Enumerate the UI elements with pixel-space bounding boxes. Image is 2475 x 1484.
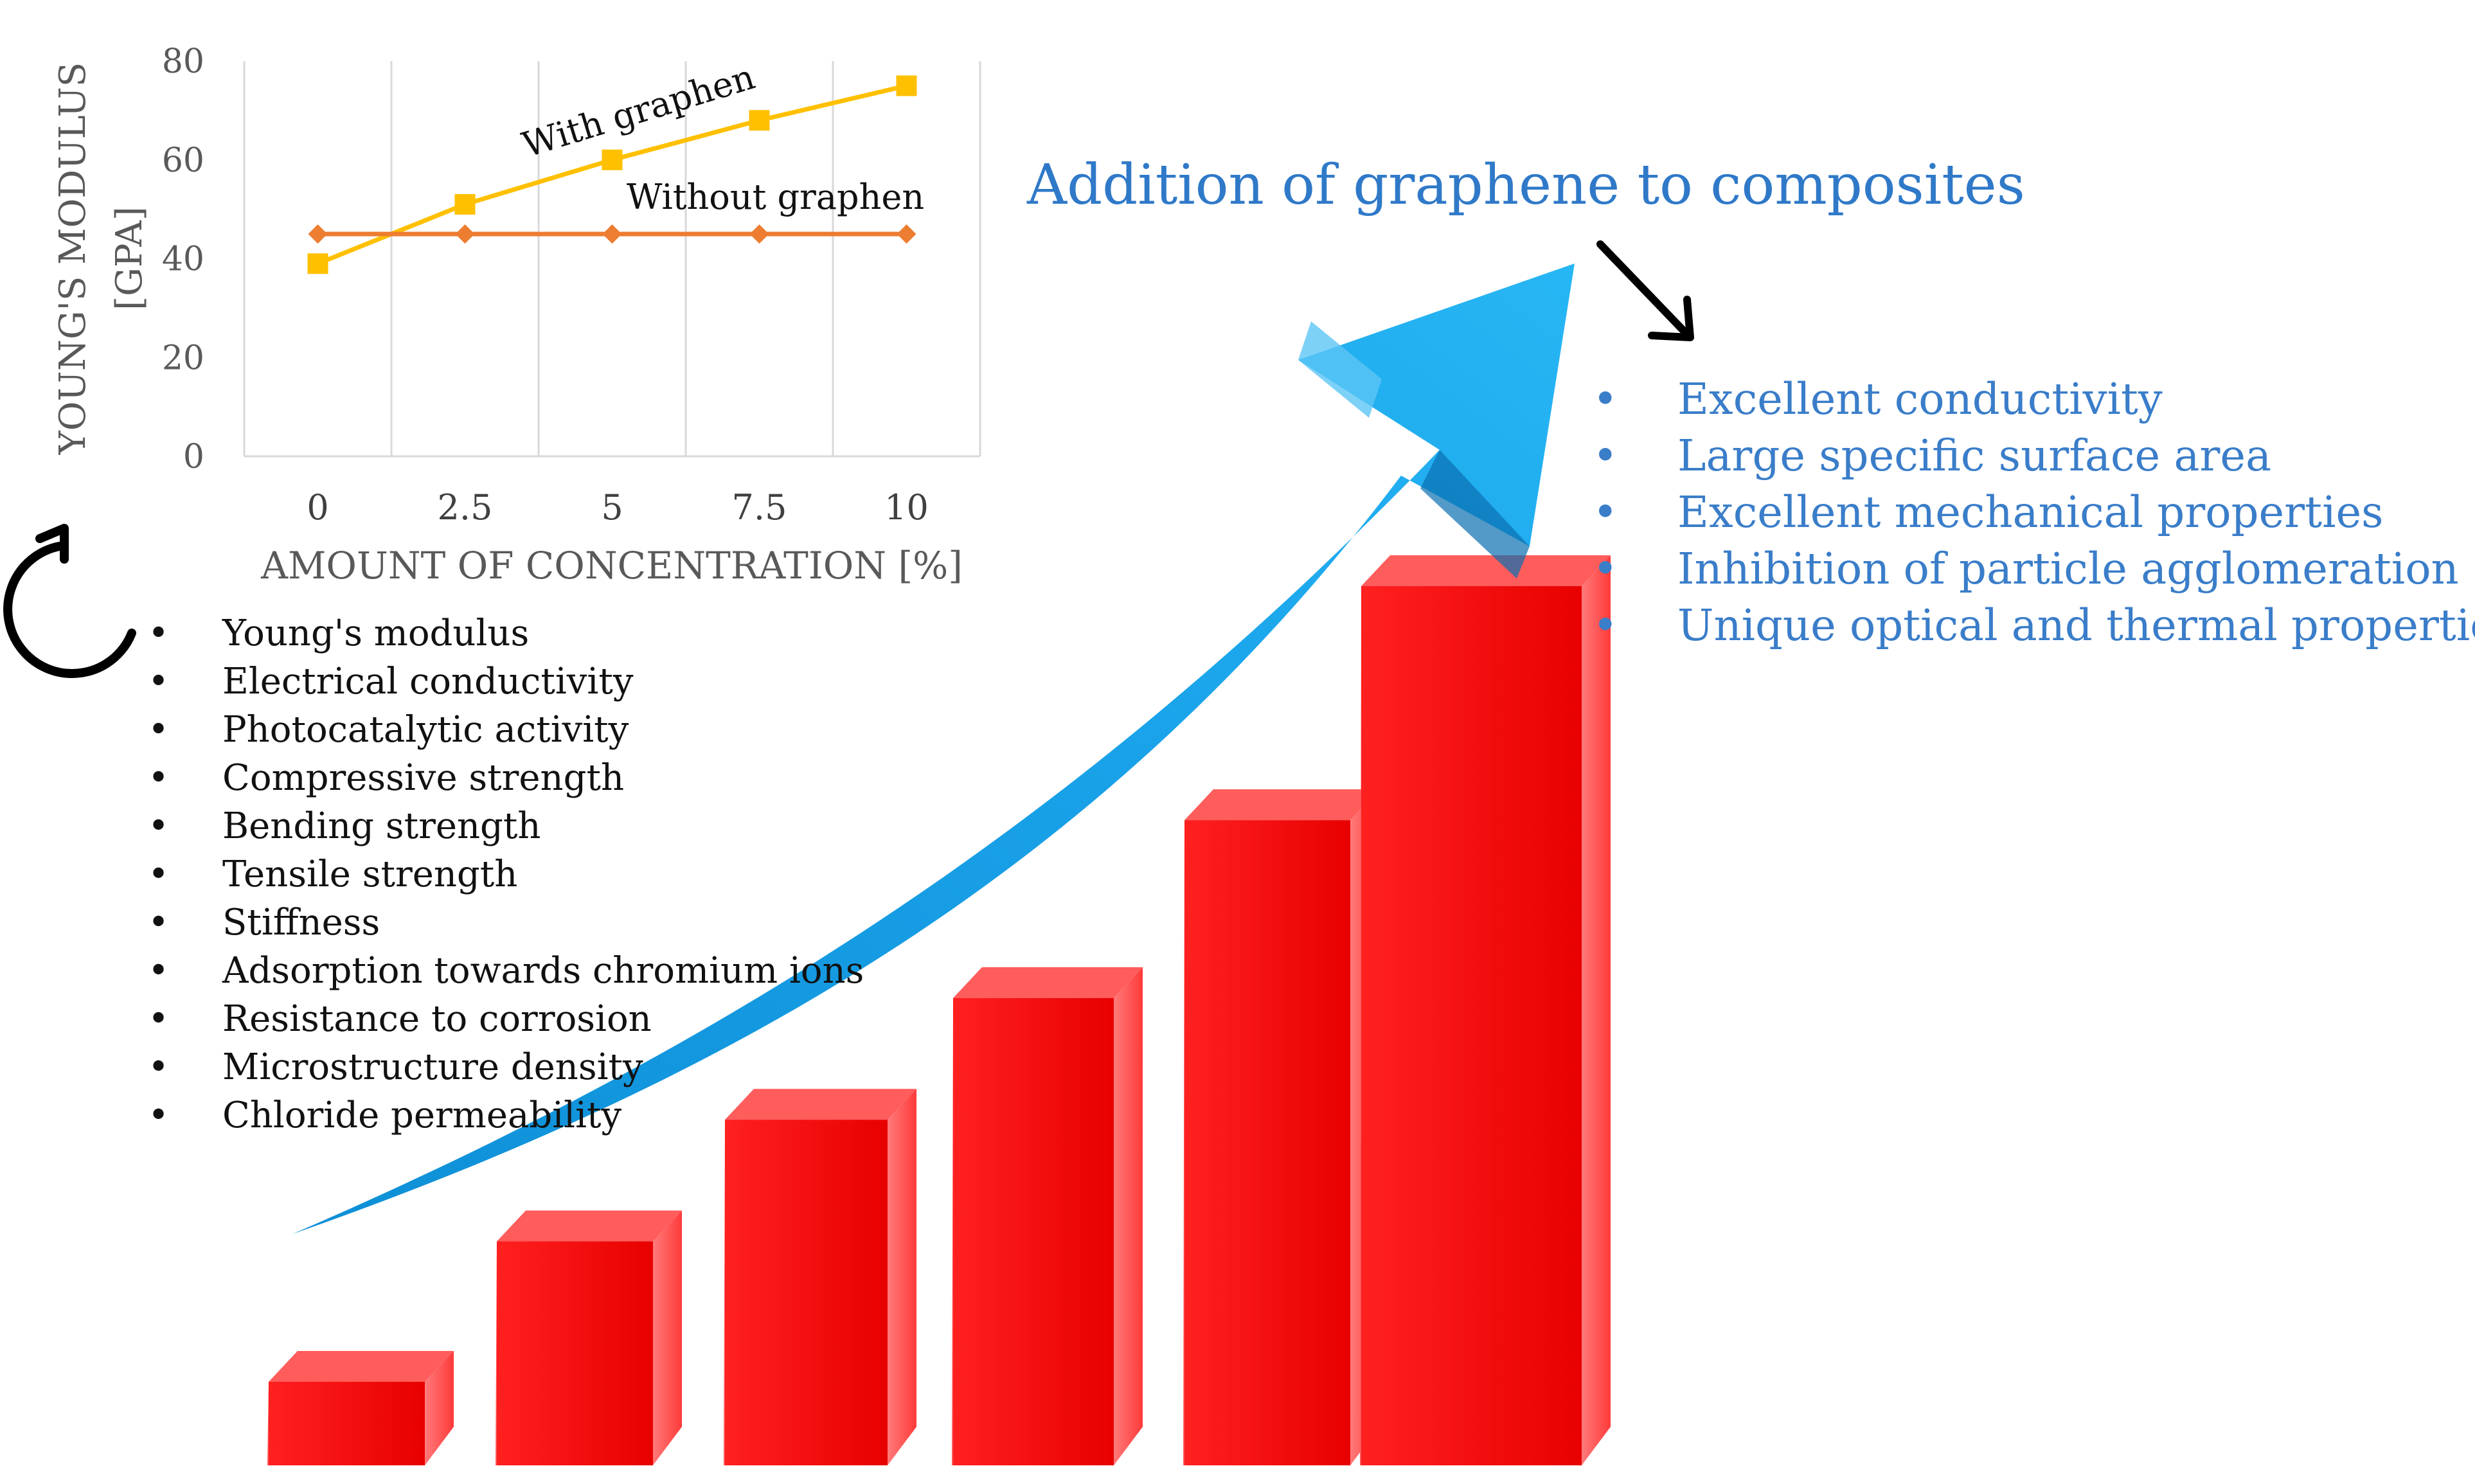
data-point	[602, 224, 622, 244]
bullet-icon: •	[148, 854, 170, 895]
bullet-icon: •	[148, 757, 170, 799]
effect-item: • Bending strength	[148, 802, 864, 850]
y-tick-label: 60	[162, 141, 204, 180]
bullet-icon: •	[148, 805, 170, 847]
bar	[267, 1351, 454, 1465]
effect-item-label: Microstructure density	[222, 1046, 643, 1088]
cycle-arrow-icon	[3, 524, 136, 678]
bullet-icon: •	[148, 612, 170, 654]
effects-list: • Young's modulus • Electrical conductivity…	[148, 609, 864, 1140]
feature-item: • Excellent mechanical properties	[1593, 484, 2475, 541]
bullet-icon: •	[148, 661, 170, 702]
bar	[1360, 555, 1611, 1465]
feature-item: • Large specific surface area	[1593, 427, 2475, 484]
effect-item: • Tensile strength	[148, 850, 864, 898]
x-tick-label: 10	[884, 487, 929, 528]
y-axis-label: YOUNG'S MODULUS	[52, 62, 94, 455]
data-point	[749, 110, 770, 131]
data-point	[897, 224, 916, 244]
effect-item: • Resistance to corrosion	[148, 995, 864, 1043]
x-axis-label: AMOUNT OF CONCENTRATION [%]	[260, 544, 963, 587]
bar	[496, 1210, 682, 1465]
data-point	[307, 253, 328, 274]
bullet-icon: •	[1593, 600, 1618, 650]
feature-item: • Unique optical and thermal properties	[1593, 597, 2475, 654]
effect-item-label: Stiffness	[222, 902, 380, 943]
series-label: Without graphen	[627, 177, 924, 217]
feature-item-label: Excellent mechanical properties	[1677, 487, 2384, 537]
chart-series	[307, 75, 917, 274]
data-point	[454, 193, 476, 215]
effect-item-label: Resistance to corrosion	[222, 998, 652, 1040]
bullet-icon: •	[148, 998, 170, 1040]
effect-item-label: Compressive strength	[222, 757, 625, 799]
data-point	[308, 224, 328, 244]
data-point	[749, 224, 769, 244]
bullet-icon: •	[1593, 487, 1618, 537]
growth-arrow-icon	[292, 264, 1575, 1234]
x-tick-label: 5	[601, 487, 623, 528]
effect-item-label: Bending strength	[222, 805, 541, 847]
feature-item-label: Excellent conductivity	[1677, 374, 2163, 424]
x-tick-label: 7.5	[732, 487, 787, 528]
effect-item-label: Chloride permeability	[222, 1095, 622, 1136]
effect-item-label: Tensile strength	[222, 854, 518, 895]
x-tick-label: 0	[307, 487, 328, 528]
effect-item: • Compressive strength	[148, 754, 864, 802]
effect-item: • Photocatalytic activity	[148, 706, 864, 754]
effect-item: • Young's modulus	[148, 609, 864, 657]
bullet-icon: •	[148, 950, 170, 992]
features-list: • Excellent conductivity • Large specific s…	[1593, 371, 2475, 654]
bar-graphic	[267, 555, 1611, 1465]
bullet-icon: •	[148, 709, 170, 751]
bar	[952, 967, 1143, 1465]
effect-item: • Adsorption towards chromium ions	[148, 947, 864, 995]
feature-item: • Inhibition of particle agglomeration	[1593, 541, 2475, 597]
bullet-icon: •	[148, 902, 170, 943]
data-point	[455, 224, 475, 244]
y-tick-label: 20	[162, 339, 204, 377]
feature-item: • Excellent conductivity	[1593, 371, 2475, 427]
effect-item-label: Adsorption towards chromium ions	[222, 950, 864, 992]
feature-item-label: Unique optical and thermal properties	[1677, 600, 2475, 650]
main-title: Addition of graphene to composites	[1027, 153, 2025, 217]
effect-item: • Microstructure density	[148, 1043, 864, 1091]
effect-item-label: Electrical conductivity	[222, 661, 634, 702]
y-tick-label: 80	[162, 42, 204, 81]
bar	[724, 1089, 916, 1465]
chart-grid	[243, 61, 981, 456]
y-tick-label: 0	[183, 438, 204, 476]
effect-item-label: Young's modulus	[222, 612, 530, 654]
data-point	[602, 149, 623, 170]
effect-item: • Chloride permeability	[148, 1091, 864, 1140]
bullet-icon: •	[148, 1046, 170, 1088]
bullet-icon: •	[148, 1095, 170, 1136]
data-point	[896, 75, 917, 96]
down-right-arrow-icon	[1596, 240, 1694, 341]
effect-item: • Stiffness	[148, 898, 864, 947]
effect-item: • Electrical conductivity	[148, 657, 864, 706]
y-tick-label: 40	[162, 240, 204, 279]
bullet-icon: •	[1593, 431, 1618, 481]
feature-item-label: Inhibition of particle agglomeration	[1677, 544, 2459, 594]
x-tick-label: 2.5	[438, 487, 493, 528]
bullet-icon: •	[1593, 374, 1618, 424]
bullet-icon: •	[1593, 544, 1618, 594]
effect-item-label: Photocatalytic activity	[222, 709, 629, 751]
y-axis-label-unit: [GPA]	[109, 206, 150, 310]
feature-item-label: Large specific surface area	[1677, 431, 2272, 481]
